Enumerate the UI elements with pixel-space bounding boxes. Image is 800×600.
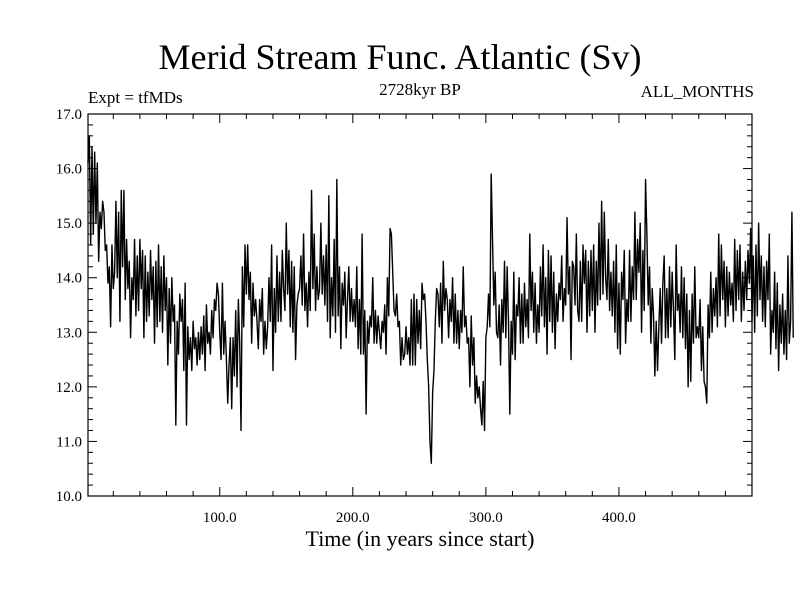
x-tick-label: 100.0 (203, 510, 237, 526)
season-label: ALL_MONTHS (640, 82, 754, 101)
y-tick-label: 12.0 (56, 380, 82, 396)
chart-subtitle: 2728kyr BP (379, 80, 461, 99)
y-tick-label: 17.0 (56, 107, 82, 123)
y-tick-label: 14.0 (56, 271, 82, 287)
y-tick-label: 13.0 (56, 325, 82, 341)
x-tick-label: 300.0 (469, 510, 503, 526)
experiment-label: Expt = tfMDs (88, 88, 183, 107)
series-line-amoc (87, 135, 794, 464)
y-tick-label: 15.0 (56, 216, 82, 232)
y-tick-label: 16.0 (56, 162, 82, 178)
x-tick-label: 200.0 (336, 510, 370, 526)
y-tick-label: 11.0 (56, 434, 82, 450)
y-tick-label: 10.0 (56, 489, 82, 505)
axis-tick-labels: 10.0 11.0 12.0 13.0 14.0 15.0 16.0 17.0 100.0 200… (56, 107, 636, 526)
x-tick-label: 400.0 (602, 510, 636, 526)
chart-title: Merid Stream Func. Atlantic (Sv) (158, 37, 642, 77)
x-axis-label: Time (in years since start) (305, 526, 535, 551)
